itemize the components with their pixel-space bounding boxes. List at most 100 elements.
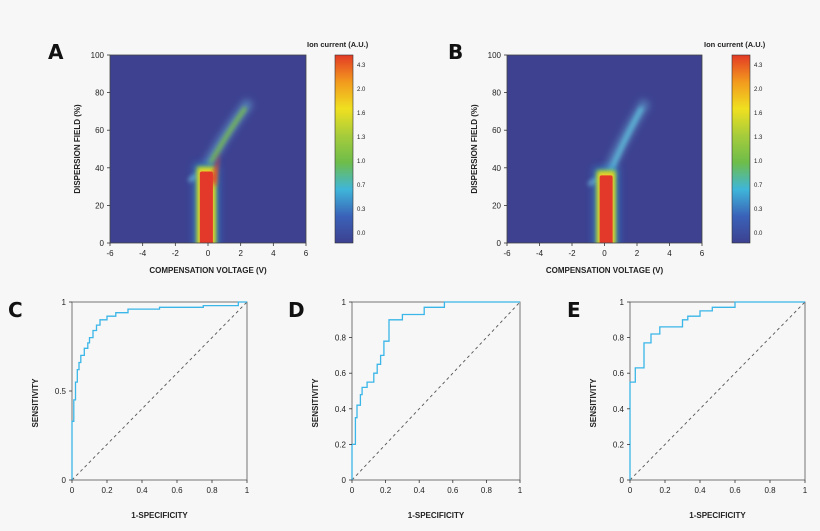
colorbar-tick-label-7: 0.0 <box>357 231 366 237</box>
column-core-spike <box>210 152 220 188</box>
x-tick-label-1: -4 <box>536 249 544 258</box>
heatmap-peaks <box>188 98 254 243</box>
y-tick-label-3: 0.6 <box>613 369 625 378</box>
x-tick-label-4: 2 <box>635 249 640 258</box>
colorbar-tick-label-2: 1.6 <box>754 111 763 117</box>
panel-letter-e: E <box>567 298 581 322</box>
colorbar-gradient <box>731 54 751 244</box>
x-tick-label-5: 1 <box>803 486 808 495</box>
x-axis-title: 1-SPECIFICITY <box>131 511 188 520</box>
y-tick-label-1: 0.2 <box>613 440 625 449</box>
colorbar-tick-label-4: 1.0 <box>754 159 763 165</box>
colorbar-tick-label-3: 1.3 <box>754 135 763 141</box>
x-tick-label-0: 0 <box>70 486 75 495</box>
y-tick-label-2: 0.4 <box>335 405 347 414</box>
y-tick-label-0: 0 <box>100 239 105 248</box>
roc-curve <box>629 301 805 480</box>
y-tick-label-2: 40 <box>95 164 104 173</box>
x-tick-label-3: 0 <box>206 249 211 258</box>
panel-letter-d: D <box>288 298 305 322</box>
colorbar-tick-label-0: 4.3 <box>754 63 763 69</box>
x-tick-label-0: 0 <box>350 486 355 495</box>
colorbar-tick-label-0: 4.3 <box>357 63 366 69</box>
column-core-red <box>599 175 613 243</box>
y-tick-label-4: 0.8 <box>335 334 347 343</box>
panel-letter-a: A <box>48 40 64 64</box>
y-axis-title: DISPERSION FIELD (%) <box>73 104 82 194</box>
y-axis-title: SENSITIVITY <box>311 378 320 428</box>
y-tick-label-0: 0 <box>497 239 502 248</box>
colorbar-tick-label-6: 0.3 <box>357 207 366 213</box>
x-tick-label-4: 0.8 <box>206 486 218 495</box>
y-tick-label-4: 80 <box>492 89 501 98</box>
y-tick-label-1: 20 <box>95 201 104 210</box>
y-tick-label-5: 1 <box>342 298 347 307</box>
x-axis-title: 1-SPECIFICITY <box>689 511 746 520</box>
y-tick-label-0: 0 <box>620 476 625 485</box>
x-tick-label-0: 0 <box>628 486 633 495</box>
colorbar-tick-label-5: 0.7 <box>357 183 366 189</box>
y-tick-label-2: 1 <box>62 298 67 307</box>
upper-branch-core <box>208 106 248 166</box>
y-axis-title: SENSITIVITY <box>31 378 40 428</box>
x-tick-label-6: 6 <box>700 249 705 258</box>
panel-letter-b: B <box>448 40 464 64</box>
x-tick-label-1: -4 <box>139 249 147 258</box>
x-tick-label-0: -6 <box>503 249 511 258</box>
x-tick-label-4: 0.8 <box>481 486 493 495</box>
x-tick-label-2: 0.4 <box>414 486 426 495</box>
x-axis-title: COMPENSATION VOLTAGE (V) <box>546 266 664 275</box>
roc-frame <box>351 301 521 481</box>
colorbar-tick-label-3: 1.3 <box>357 135 366 141</box>
y-tick-label-1: 20 <box>492 201 501 210</box>
colorbar-tick-label-6: 0.3 <box>754 207 763 213</box>
y-tick-label-3: 60 <box>492 126 501 135</box>
x-tick-label-3: 0.6 <box>447 486 459 495</box>
colorbar-tick-label-5: 0.7 <box>754 183 763 189</box>
x-tick-label-0: -6 <box>106 249 114 258</box>
colorbar-title: Ion current (A.U.) <box>704 40 766 49</box>
colorbar-tick-label-4: 1.0 <box>357 159 366 165</box>
x-tick-label-2: -2 <box>172 249 180 258</box>
x-tick-label-2: 0.4 <box>136 486 148 495</box>
colorbar-tick-label-7: 0.0 <box>754 231 763 237</box>
x-tick-label-6: 6 <box>304 249 309 258</box>
x-tick-label-2: 0.4 <box>694 486 706 495</box>
x-tick-label-3: 0.6 <box>171 486 183 495</box>
x-tick-label-5: 1 <box>518 486 523 495</box>
y-axis-title: SENSITIVITY <box>589 378 598 428</box>
chance-diagonal <box>629 301 806 481</box>
chance-diagonal <box>71 301 248 481</box>
y-tick-label-4: 80 <box>95 89 104 98</box>
colorbar: Ion current (A.U.) 4.3 2.0 1.6 1.3 1.0 0.7 0.3 0… <box>704 40 766 244</box>
x-tick-label-3: 0.6 <box>729 486 741 495</box>
roc-curve <box>351 301 520 480</box>
x-tick-label-3: 0 <box>602 249 607 258</box>
colorbar-title: Ion current (A.U.) <box>307 40 369 49</box>
y-tick-label-1: 0.2 <box>335 440 347 449</box>
colorbar-gradient <box>334 54 354 244</box>
y-tick-label-2: 0.4 <box>613 405 625 414</box>
y-tick-label-3: 60 <box>95 126 104 135</box>
x-tick-label-1: 0.2 <box>380 486 392 495</box>
x-tick-label-4: 0.8 <box>764 486 776 495</box>
roc-chart-c: 0 0.2 0.4 0.6 0.8 1 0 0.5 1 1-SPECIFICITY SENSITIV… <box>31 298 250 520</box>
x-tick-label-5: 4 <box>667 249 672 258</box>
x-axis-title: 1-SPECIFICITY <box>408 511 465 520</box>
column-core-red <box>199 171 213 243</box>
y-tick-label-2: 40 <box>492 164 501 173</box>
x-axis-title: COMPENSATION VOLTAGE (V) <box>149 266 267 275</box>
colorbar-tick-label-2: 1.6 <box>357 111 366 117</box>
y-tick-label-0: 0 <box>342 476 347 485</box>
colorbar-tick-label-1: 2.0 <box>754 87 763 93</box>
x-tick-label-5: 4 <box>271 249 276 258</box>
y-tick-label-0: 0 <box>62 476 67 485</box>
x-tick-label-2: -2 <box>568 249 576 258</box>
colorbar: Ion current (A.U.) 4.3 2.0 1.6 1.3 1.0 0.7 0.3 0… <box>307 40 369 244</box>
y-tick-label-5: 100 <box>91 51 105 60</box>
y-tick-label-4: 0.8 <box>613 334 625 343</box>
y-tick-label-5: 1 <box>620 298 625 307</box>
